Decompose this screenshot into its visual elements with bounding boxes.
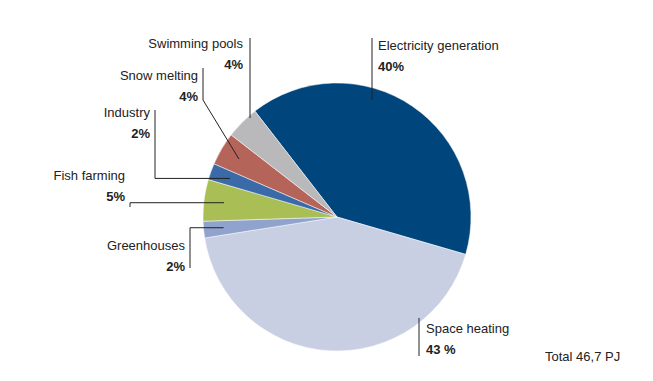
svg-text:40%: 40% — [378, 59, 404, 74]
svg-text:2%: 2% — [131, 126, 150, 141]
html-text:Total 46,7 PJ: Total 46,7 PJ — [545, 349, 621, 364]
svg-text:Industry: Industry — [104, 105, 151, 120]
svg-text:5%: 5% — [106, 189, 125, 204]
svg-text:Electricity generation: Electricity generation — [378, 38, 499, 53]
svg-text:2%: 2% — [166, 259, 185, 274]
svg-text:Snow melting: Snow melting — [120, 68, 198, 83]
svg-text:Swimming pools: Swimming pools — [148, 36, 243, 51]
svg-text:43 %: 43 % — [426, 342, 456, 357]
svg-text:Space heating: Space heating — [426, 321, 509, 336]
svg-text:Fish farming: Fish farming — [53, 168, 125, 183]
svg-text:4%: 4% — [224, 57, 243, 72]
svg-text:4%: 4% — [179, 89, 198, 104]
svg-text:Greenhouses: Greenhouses — [107, 238, 186, 253]
